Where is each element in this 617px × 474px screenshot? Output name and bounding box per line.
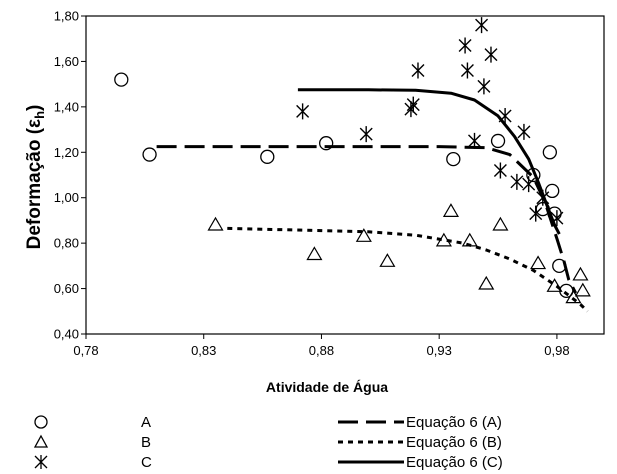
curve-eq-c [297, 88, 561, 235]
curve-layer [156, 88, 589, 313]
x-tick-label: 0,88 [309, 343, 334, 358]
point-c [460, 62, 474, 79]
y-tick-label: 0,60 [54, 281, 79, 296]
point-b [355, 228, 372, 242]
legend-label-c: C [141, 454, 152, 471]
point-c [493, 162, 507, 179]
x-tick-label: 0,93 [427, 343, 452, 358]
y-tick-label: 1,00 [54, 190, 79, 205]
point-c [529, 205, 543, 222]
point-c [359, 126, 373, 143]
y-tick-label: 1,80 [54, 9, 79, 24]
point-c [475, 17, 489, 34]
x-axis-title: Atividade de Água [266, 379, 388, 395]
legend-item-eq-b: Equação 6 (B) [338, 434, 502, 451]
legend-label-eq-c: Equação 6 (C) [406, 454, 503, 471]
point-a [260, 149, 275, 164]
legend: A B C Equação 6 (A) Equação 6 (B) Equaçã… [33, 414, 503, 471]
point-c [406, 96, 420, 113]
legend-label-eq-b: Equação 6 (B) [406, 434, 502, 451]
legend-item-eq-c: Equação 6 (C) [338, 454, 503, 471]
point-b [574, 282, 591, 297]
y-axis-title-main: Deformação ( [24, 127, 45, 249]
curve-eq-a [156, 145, 578, 294]
point-b [379, 253, 396, 267]
point-c [458, 37, 472, 54]
plot-frame [85, 15, 605, 335]
legend-marker-b-icon [33, 434, 49, 448]
y-tick-label: 0,80 [54, 236, 79, 251]
series-layer [114, 17, 591, 304]
y-axis-title-close: ) [24, 105, 45, 111]
legend-item-a: A [34, 414, 151, 431]
point-b [572, 266, 589, 281]
x-tick-label: 0,83 [191, 343, 216, 358]
point-c [522, 176, 536, 193]
point-a [542, 145, 557, 160]
point-c [517, 123, 531, 140]
legend-label-a: A [141, 414, 151, 431]
point-a [114, 72, 129, 87]
legend-marker-c-icon [34, 455, 48, 469]
point-c [404, 101, 418, 118]
y-axis-title-subscript: h [32, 111, 47, 119]
point-a [490, 133, 506, 149]
y-tick-label: 0,40 [54, 327, 79, 342]
legend-item-eq-a: Equação 6 (A) [338, 414, 502, 431]
axes: 0,40 0,60 0,80 1,00 1,20 1,40 1,60 1,80 0,78 0,83… [54, 9, 605, 358]
point-b [306, 246, 323, 261]
legend-item-b: B [33, 434, 151, 451]
point-a [545, 183, 560, 199]
curve-eq-b [227, 226, 589, 313]
point-c [477, 78, 491, 95]
point-b [207, 216, 224, 231]
point-b [492, 216, 509, 231]
point-c [484, 46, 498, 63]
point-a [446, 151, 461, 167]
y-axis-title: Deformação (εh) [24, 105, 47, 250]
legend-label-eq-a: Equação 6 (A) [406, 414, 502, 431]
point-c [411, 62, 425, 79]
point-a [142, 147, 157, 162]
y-axis-title-symbol: ε [24, 119, 45, 128]
point-b [530, 255, 547, 270]
legend-item-c: C [34, 454, 152, 471]
y-tick-label: 1,60 [54, 54, 79, 69]
legend-marker-a-icon [34, 415, 48, 429]
point-c [296, 103, 310, 120]
legend-label-b: B [141, 434, 151, 451]
x-tick-label: 0,98 [544, 343, 569, 358]
x-tick-label: 0,78 [73, 343, 98, 358]
y-tick-label: 1,20 [54, 145, 79, 160]
point-b [565, 289, 582, 304]
y-tick-label: 1,40 [54, 99, 79, 114]
point-b [442, 203, 459, 217]
point-c [510, 173, 524, 190]
point-b [478, 275, 495, 290]
